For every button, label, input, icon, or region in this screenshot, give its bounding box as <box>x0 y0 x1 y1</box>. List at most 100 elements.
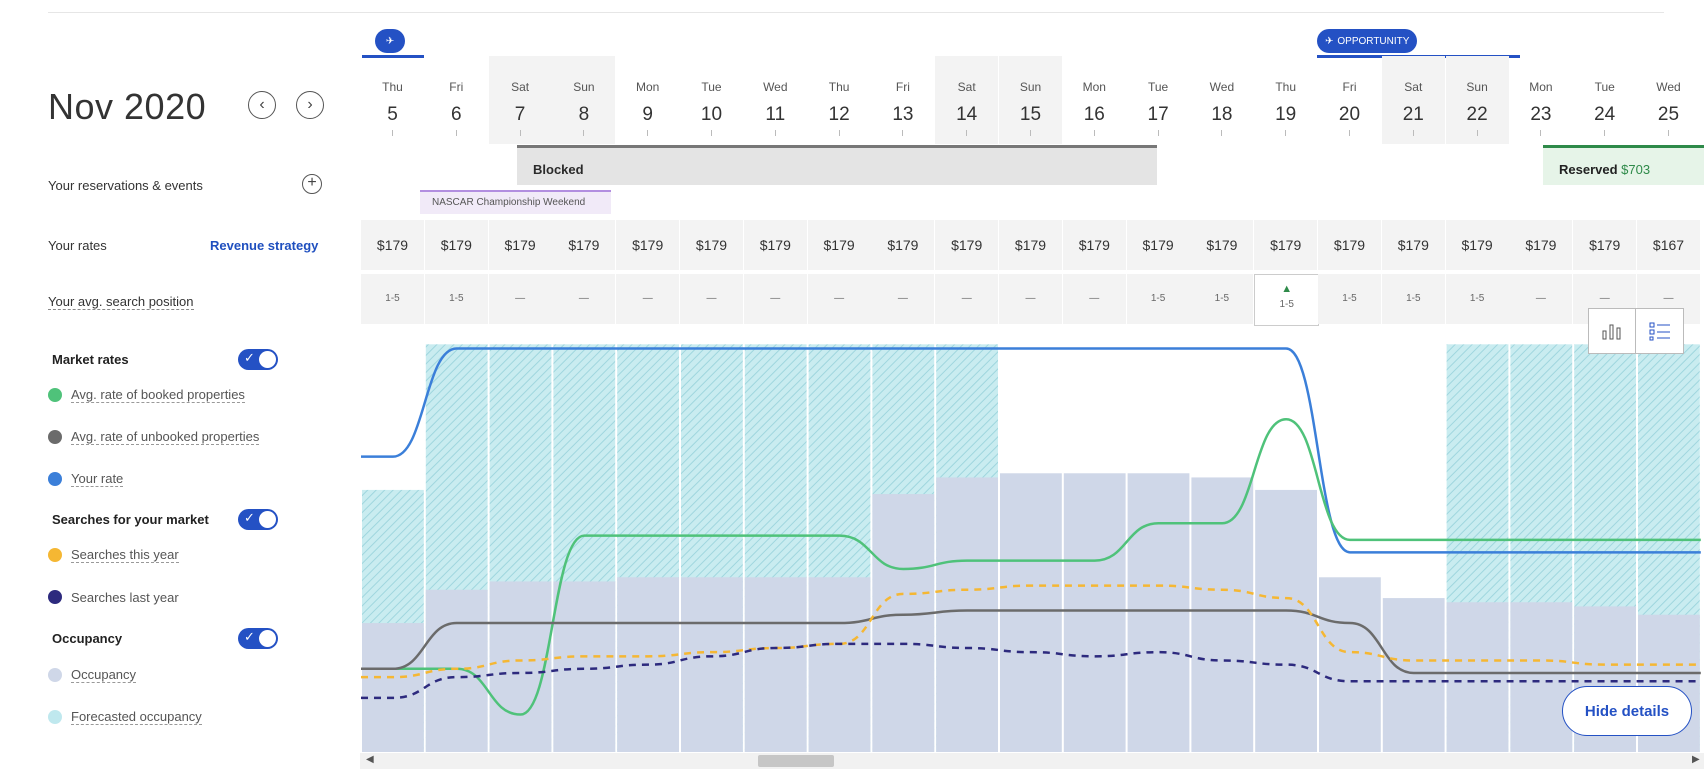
legend-booked[interactable]: Avg. rate of booked properties <box>48 385 245 405</box>
day-header[interactable]: Wed 25 <box>1637 56 1700 144</box>
searches-this-year-line <box>361 584 1701 679</box>
legend-searches-this-year-label: Searches this year <box>71 547 179 563</box>
rate-cell[interactable]: $179 <box>361 220 425 270</box>
rate-cell[interactable]: $179 <box>1381 220 1446 270</box>
rate-cell[interactable]: $179 <box>1318 220 1382 270</box>
day-header[interactable]: Sun 15 <box>999 56 1062 144</box>
rate-cell[interactable]: $179 <box>1062 220 1127 270</box>
left-panel: Nov 2020 ‹ › Your reservations & events … <box>0 0 360 776</box>
reserved-label: Reserved <box>1559 162 1618 177</box>
rate-cell[interactable]: $179 <box>1254 220 1319 270</box>
legend-searches-last-year[interactable]: Searches last year <box>48 587 179 607</box>
rate-cell[interactable]: $179 <box>680 220 744 270</box>
list-icon <box>1649 322 1670 341</box>
search-position-label[interactable]: Your avg. search position <box>48 294 194 310</box>
rate-cell[interactable]: $179 <box>424 220 489 270</box>
occupancy-bar <box>872 494 935 752</box>
rate-cell[interactable]: $179 <box>488 220 553 270</box>
day-header[interactable]: Sat 14 <box>935 56 999 144</box>
day-header[interactable]: Sat 7 <box>488 56 552 144</box>
legend-unbooked[interactable]: Avg. rate of unbooked properties <box>48 427 260 447</box>
rocket-icon: ✈ <box>385 35 395 47</box>
bar-view-button[interactable] <box>1588 308 1636 354</box>
hide-details-button[interactable]: Hide details <box>1562 686 1692 736</box>
searches-toggle[interactable]: ✓ <box>238 509 278 530</box>
day-date: 14 <box>956 104 978 125</box>
day-name: Thu <box>828 80 850 94</box>
scrollbar-thumb[interactable] <box>758 755 834 767</box>
revenue-strategy-link[interactable]: Revenue strategy <box>210 238 319 253</box>
forecast-bar <box>362 489 424 752</box>
event-bar[interactable]: NASCAR Championship Weekend <box>420 190 611 214</box>
occupancy-bar <box>617 577 679 752</box>
day-header[interactable]: Fri 20 <box>1318 56 1381 144</box>
day-header[interactable]: Tue 24 <box>1573 56 1636 144</box>
forecast-bar <box>425 344 488 752</box>
bar-chart-icon <box>1602 324 1621 340</box>
day-date: 25 <box>1657 104 1680 125</box>
day-header[interactable]: Fri 6 <box>425 56 488 144</box>
scroll-left-icon[interactable]: ◀ <box>366 754 374 765</box>
rate-cell[interactable]: $179 <box>1190 220 1255 270</box>
opportunity-label: OPPORTUNITY <box>1337 35 1410 47</box>
legend-occupancy[interactable]: Occupancy <box>48 665 137 685</box>
day-header[interactable]: Sun 22 <box>1445 56 1509 144</box>
position-cell: 1-5 <box>1190 274 1255 324</box>
horizontal-scrollbar[interactable] <box>360 753 1704 769</box>
reserved-bar[interactable]: Reserved $703 <box>1543 145 1704 185</box>
add-event-button[interactable]: + <box>302 174 322 194</box>
legend-searches-last-year-label: Searches last year <box>71 589 179 605</box>
blocked-bar[interactable]: Blocked <box>517 145 1157 185</box>
day-header[interactable]: Sat 21 <box>1381 56 1445 144</box>
rate-cell[interactable]: $167 <box>1637 220 1701 270</box>
rate-cell[interactable]: $179 <box>935 220 1000 270</box>
position-cell: — <box>935 274 1000 324</box>
day-header[interactable]: Tue 17 <box>1127 56 1190 144</box>
day-header[interactable]: Mon 23 <box>1509 56 1572 144</box>
day-header[interactable]: Sun 8 <box>552 56 616 144</box>
searches-last-year-line <box>361 642 1701 700</box>
rate-cell[interactable]: $179 <box>1126 220 1191 270</box>
rate-cell[interactable]: $179 <box>1445 220 1510 270</box>
day-header[interactable]: Thu 5 <box>361 56 424 144</box>
rate-cell[interactable]: $179 <box>871 220 936 270</box>
list-view-button[interactable] <box>1636 308 1684 354</box>
rate-cell[interactable]: $179 <box>1509 220 1574 270</box>
day-name: Fri <box>895 80 910 94</box>
legend-forecast[interactable]: Forecasted occupancy <box>48 707 202 727</box>
forecast-bar <box>1446 344 1509 752</box>
rate-cell[interactable]: $179 <box>1573 220 1638 270</box>
day-header[interactable]: Thu 12 <box>808 56 871 144</box>
day-header[interactable]: Fri 13 <box>871 56 934 144</box>
day-header[interactable]: Mon 16 <box>1063 56 1126 144</box>
check-icon: ✓ <box>244 350 255 365</box>
scroll-right-icon[interactable]: ▶ <box>1692 754 1700 765</box>
occupancy-bar <box>362 623 424 752</box>
rate-cell[interactable]: $179 <box>807 220 872 270</box>
your-rate-line <box>361 347 1701 554</box>
booked-rate-line <box>361 417 1701 716</box>
legend-searches-this-year[interactable]: Searches this year <box>48 545 179 565</box>
market-rates-toggle[interactable]: ✓ <box>238 349 278 370</box>
day-header[interactable]: Wed 18 <box>1190 56 1253 144</box>
rate-cell[interactable]: $179 <box>743 220 808 270</box>
legend-your-rate[interactable]: Your rate <box>48 469 124 489</box>
opportunity-badge[interactable]: ✈ OPPORTUNITY <box>1317 29 1418 53</box>
next-month-button[interactable]: › <box>296 91 324 119</box>
occupancy-toggle[interactable]: ✓ <box>238 628 278 649</box>
legend-forecast-label: Forecasted occupancy <box>71 709 202 725</box>
day-header[interactable]: Wed 11 <box>744 56 807 144</box>
day-header[interactable]: Tue 10 <box>680 56 743 144</box>
event-label: NASCAR Championship Weekend <box>432 197 586 208</box>
rate-cell[interactable]: $179 <box>999 220 1063 270</box>
position-cell: — <box>743 274 808 324</box>
opportunity-badge-small[interactable]: ✈ <box>375 29 405 53</box>
rate-cell[interactable]: $179 <box>552 220 617 270</box>
blue-dot-icon <box>48 472 62 486</box>
rate-cell[interactable]: $179 <box>616 220 681 270</box>
day-header[interactable]: Thu 19 <box>1254 56 1317 144</box>
forecast-bar <box>489 344 552 752</box>
prev-month-button[interactable]: ‹ <box>248 91 276 119</box>
day-header[interactable]: Mon 9 <box>616 56 679 144</box>
day-name: Mon <box>1082 80 1106 94</box>
